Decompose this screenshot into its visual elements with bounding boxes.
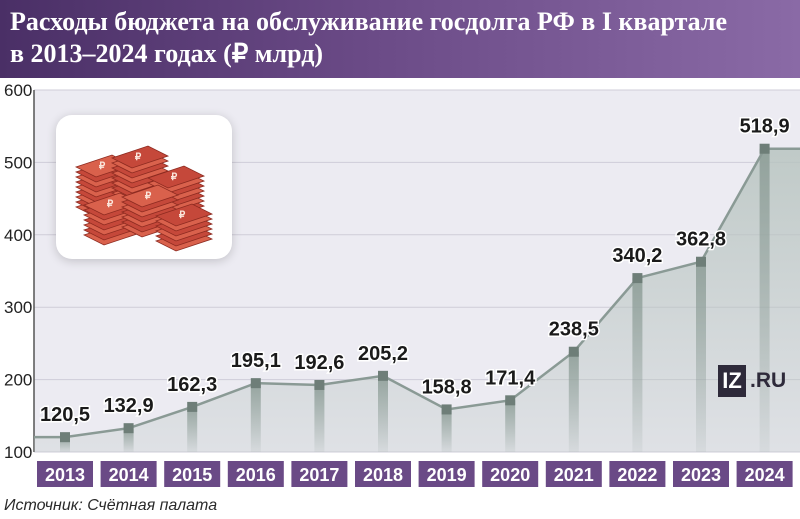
x-label-box: [736, 461, 793, 487]
value-drop-column: [759, 148, 770, 452]
value-drop-column: [441, 409, 452, 452]
x-tick-label: 2023: [681, 465, 721, 485]
x-tick-label: 2024: [745, 465, 785, 485]
data-point: [123, 423, 134, 434]
data-label: 195,1: [231, 350, 281, 372]
x-label-box: [482, 461, 539, 487]
data-point: [250, 378, 261, 389]
iz-logo: IZ .RU: [718, 364, 792, 398]
value-drop-column: [505, 400, 516, 452]
value-drop-column: [250, 383, 261, 452]
value-drop-column: [696, 261, 706, 452]
y-tick-label: 100: [4, 443, 32, 462]
x-label-box: [609, 461, 666, 487]
iz-logo-icon: IZ: [718, 365, 746, 397]
banknote: [110, 145, 170, 169]
x-label-box: [291, 461, 348, 487]
y-tick-label: 200: [4, 371, 32, 390]
data-point: [60, 432, 70, 443]
line-chart: 100 200 300 400 500 600 120,5 132,9 162,3 195,1 19…: [4, 81, 800, 487]
x-tick-label: 2016: [236, 465, 276, 485]
data-point: [187, 401, 198, 412]
value-drop-column: [632, 278, 643, 452]
x-tick-label: 2017: [299, 465, 339, 485]
data-label: 362,8: [676, 229, 726, 251]
x-label-box: [418, 461, 475, 487]
iz-logo-suffix: .RU: [750, 369, 787, 392]
x-tick-label: 2022: [617, 465, 657, 485]
data-point: [378, 370, 388, 381]
data-point: [505, 395, 516, 406]
value-drop-column: [568, 351, 579, 452]
ruble-sign: ₽: [145, 191, 152, 202]
ruble-sign: ₽: [179, 210, 186, 221]
x-tick-label: 2015: [172, 465, 212, 485]
data-label: 340,2: [612, 245, 662, 267]
banknote: [120, 184, 180, 208]
data-point: [632, 273, 643, 284]
value-drop-column: [187, 406, 198, 452]
banknote: [154, 203, 214, 227]
chart-title-line-2: в 2013–2024 годах (₽ млрд): [10, 39, 324, 68]
series-line: [34, 147, 800, 439]
chart-title-line-1: Расходы бюджета на обслуживание госдолга…: [10, 7, 728, 36]
ruble-sign: ₽: [135, 152, 142, 163]
y-tick-label: 300: [4, 298, 32, 317]
x-tick-label: 2021: [554, 465, 594, 485]
y-tick-label: 500: [4, 153, 32, 172]
data-label: 518,9: [740, 116, 790, 138]
x-label-box: [355, 461, 411, 487]
source-note: Источник: Счётная палата: [4, 497, 218, 514]
y-tick-label: 600: [4, 81, 32, 100]
data-label: 120,5: [40, 404, 90, 426]
ruble-sign: ₽: [107, 199, 114, 210]
data-point: [314, 379, 325, 390]
ruble-banknote-stacks-icon: ₽ ₽ ₽ ₽ ₽ ₽: [74, 145, 214, 252]
money-illustration-card: ₽ ₽ ₽ ₽ ₽ ₽: [56, 115, 232, 259]
data-label: 162,3: [167, 374, 217, 396]
x-tick-label: 2013: [45, 465, 85, 485]
value-drop-column: [60, 437, 70, 452]
value-drop-column: [378, 375, 388, 452]
data-point: [441, 404, 452, 415]
data-label: 238,5: [549, 319, 599, 341]
data-label: 205,2: [358, 343, 408, 365]
x-tick-label: 2018: [363, 465, 403, 485]
data-point: [696, 256, 706, 267]
x-label-box: [164, 461, 221, 487]
ruble-sign: ₽: [171, 172, 178, 183]
ruble-sign: ₽: [99, 161, 106, 172]
x-label-box: [545, 461, 602, 487]
x-tick-label: 2019: [427, 465, 467, 485]
value-drop-column: [123, 428, 134, 452]
data-label: 192,6: [294, 352, 344, 374]
data-label: 132,9: [104, 395, 154, 417]
x-tick-label: 2020: [490, 465, 530, 485]
banknote: [146, 165, 206, 189]
x-label-box: [227, 461, 284, 487]
area-fill: [34, 148, 800, 452]
data-point: [568, 346, 579, 357]
y-tick-label: 400: [4, 226, 32, 245]
value-drop-column: [314, 384, 325, 452]
chart-title: Расходы бюджета на обслуживание госдолга…: [10, 6, 790, 70]
x-label-box: [37, 461, 93, 487]
x-label-box: [100, 461, 157, 487]
x-label-box: [673, 461, 729, 487]
title-banner: Расходы бюджета на обслуживание госдолга…: [0, 0, 800, 78]
x-tick-label: 2014: [109, 465, 149, 485]
data-label: 171,4: [485, 367, 536, 389]
data-label: 158,8: [422, 376, 472, 398]
data-point: [759, 143, 770, 154]
